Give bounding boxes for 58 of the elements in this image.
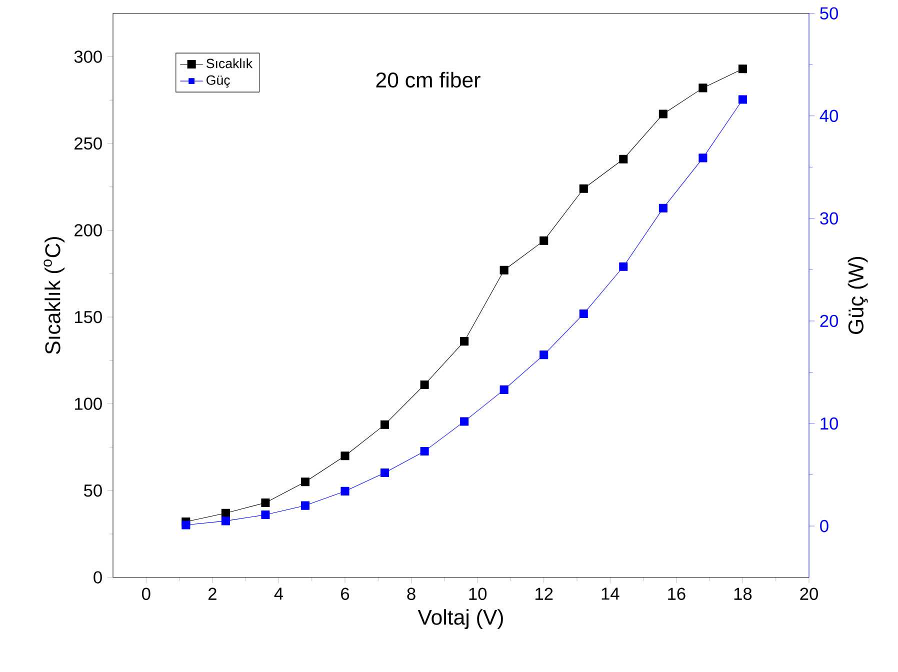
point bbox=[261, 510, 270, 520]
point bbox=[420, 446, 429, 456]
x-tick-label: 18 bbox=[734, 588, 752, 600]
y-tick-label: 0 bbox=[94, 571, 102, 584]
y-tick-label: 50 bbox=[84, 484, 102, 497]
point bbox=[460, 337, 469, 346]
x-tick-label: 16 bbox=[668, 588, 686, 600]
point bbox=[300, 501, 310, 510]
point bbox=[738, 64, 747, 74]
point bbox=[340, 452, 350, 460]
annotation: 20 cm fiber bbox=[376, 72, 480, 88]
x-tick-label: 8 bbox=[407, 588, 416, 600]
y2-tick-label: 10 bbox=[820, 417, 838, 430]
y-tick-label: 150 bbox=[75, 310, 102, 324]
point bbox=[500, 266, 508, 274]
point bbox=[619, 262, 628, 271]
x-tick-label: 6 bbox=[341, 588, 350, 600]
point bbox=[579, 184, 588, 193]
x-tick-label: 10 bbox=[469, 588, 487, 600]
y-tick-label: 200 bbox=[74, 224, 102, 236]
x-tick-label: 4 bbox=[274, 588, 284, 600]
y-axis-title: Sıcaklık ($^{o}$C) bbox=[44, 237, 65, 354]
x-axis-title: Voltaj (V) bbox=[418, 609, 503, 630]
y-tick-label: 250 bbox=[74, 137, 102, 150]
point bbox=[540, 350, 548, 360]
x-tick-label: 12 bbox=[536, 588, 553, 600]
x-tick-label: 0 bbox=[142, 588, 150, 600]
y-tick-label: 300 bbox=[74, 50, 102, 63]
point bbox=[738, 95, 747, 104]
x-tick-label: 2 bbox=[208, 588, 216, 600]
point bbox=[182, 520, 190, 530]
point bbox=[221, 516, 230, 526]
point bbox=[460, 417, 469, 426]
y2-tick-label: 0 bbox=[820, 520, 828, 532]
point bbox=[261, 498, 270, 507]
point bbox=[698, 84, 708, 92]
x-tick-label: 14 bbox=[602, 588, 620, 600]
y2-tick-label: 30 bbox=[820, 212, 838, 225]
point bbox=[380, 468, 390, 478]
point bbox=[619, 154, 628, 164]
point bbox=[658, 204, 668, 212]
y2-tick-label: 50 bbox=[820, 7, 838, 20]
point bbox=[380, 420, 390, 429]
y-tick-label: 100 bbox=[75, 398, 102, 410]
legend-label: Sıcaklık bbox=[206, 58, 253, 68]
point bbox=[540, 236, 548, 245]
point bbox=[420, 380, 429, 389]
point bbox=[658, 110, 668, 118]
point bbox=[500, 385, 508, 394]
point bbox=[340, 486, 350, 496]
legend-label: Güç bbox=[206, 75, 230, 88]
y2-axis-title: Güç (W) bbox=[848, 256, 868, 334]
y2-tick-label: 20 bbox=[820, 314, 838, 328]
point bbox=[579, 310, 588, 318]
point bbox=[698, 154, 708, 162]
y2-tick-label: 40 bbox=[820, 110, 838, 122]
x-tick-label: 20 bbox=[800, 588, 818, 600]
point bbox=[300, 478, 310, 486]
